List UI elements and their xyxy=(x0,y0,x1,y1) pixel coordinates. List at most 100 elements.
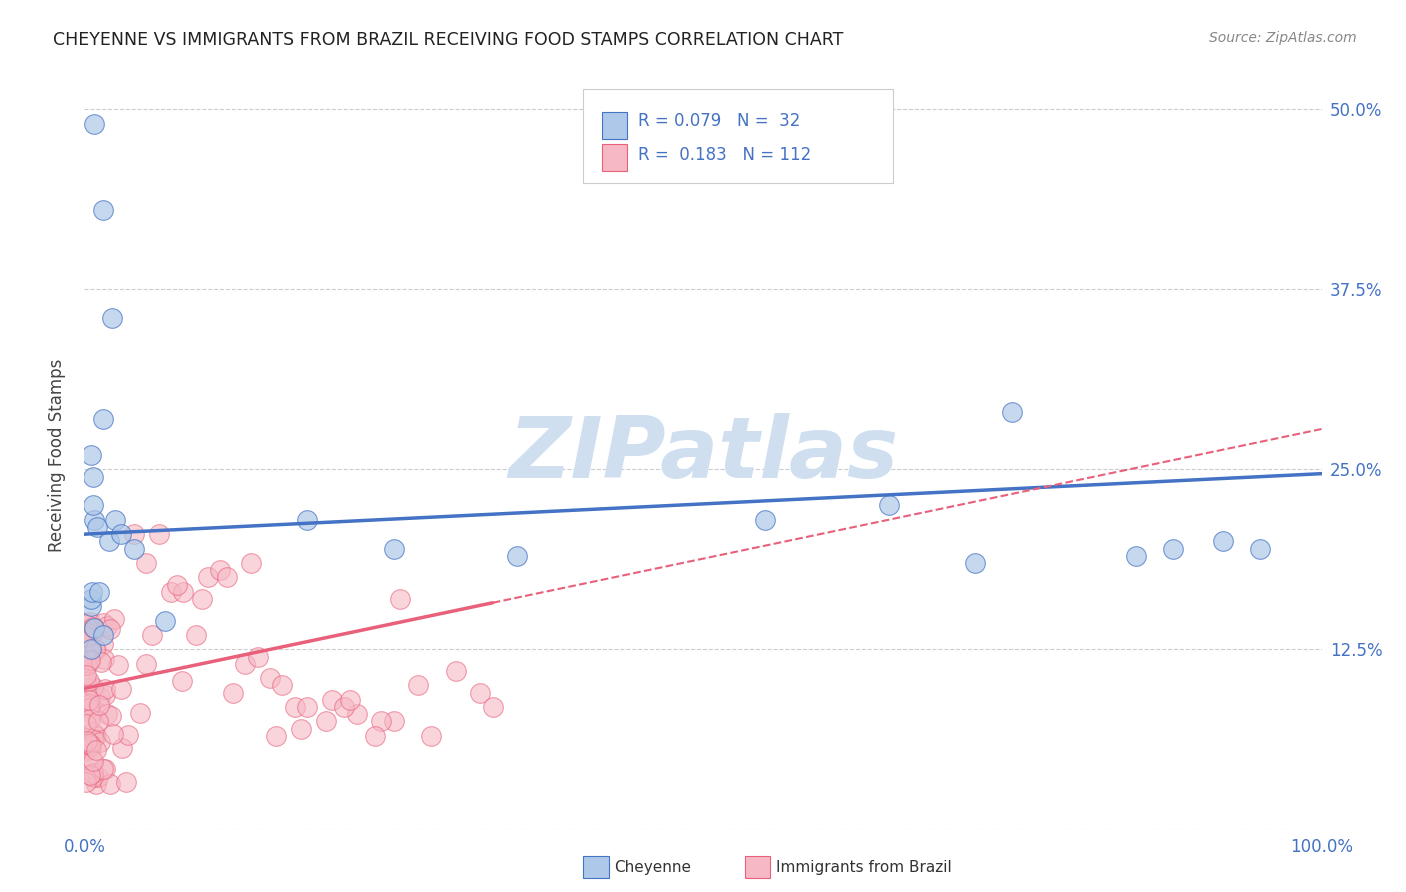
Point xyxy=(82,469,104,483)
Point xyxy=(75,717,97,731)
Point xyxy=(135,657,157,671)
Text: Immigrants from Brazil: Immigrants from Brazil xyxy=(776,860,952,874)
Point xyxy=(80,646,103,660)
Text: Source: ZipAtlas.com: Source: ZipAtlas.com xyxy=(1209,31,1357,45)
Point xyxy=(77,696,100,710)
Point xyxy=(79,734,101,748)
Point xyxy=(184,628,207,642)
Point xyxy=(339,693,361,707)
Point xyxy=(321,693,343,707)
Point xyxy=(79,448,101,462)
Point xyxy=(315,714,337,729)
Point xyxy=(191,592,214,607)
Point xyxy=(76,630,98,644)
Point xyxy=(98,777,121,791)
Point xyxy=(83,642,105,657)
Point xyxy=(79,615,101,630)
Y-axis label: Receiving Food Stamps: Receiving Food Stamps xyxy=(48,359,66,551)
Point xyxy=(470,686,492,700)
Point xyxy=(115,774,138,789)
Point xyxy=(82,624,104,639)
Point xyxy=(94,682,117,697)
Point xyxy=(172,584,194,599)
Point xyxy=(83,621,105,635)
Point xyxy=(84,743,107,757)
Point xyxy=(222,686,245,700)
Point xyxy=(76,650,98,665)
Point xyxy=(82,680,104,694)
Point xyxy=(172,673,194,688)
Point xyxy=(84,777,107,791)
Point xyxy=(76,731,98,746)
Point xyxy=(77,693,100,707)
Point xyxy=(89,698,111,712)
Point xyxy=(76,742,98,756)
Point xyxy=(82,765,104,780)
Point xyxy=(481,700,503,714)
Point xyxy=(135,556,157,570)
Point xyxy=(1249,541,1271,556)
Point xyxy=(209,563,232,577)
Point xyxy=(79,592,101,607)
Point xyxy=(160,584,183,599)
Point xyxy=(419,729,441,743)
Point xyxy=(240,556,263,570)
Point xyxy=(86,770,108,784)
Point xyxy=(94,689,117,703)
Point xyxy=(75,736,97,750)
Point xyxy=(388,592,411,607)
Point xyxy=(271,678,294,692)
Point xyxy=(408,678,430,692)
Point xyxy=(82,725,104,739)
Point xyxy=(79,712,101,726)
Point xyxy=(110,681,132,696)
Point xyxy=(153,614,176,628)
Point xyxy=(75,625,97,640)
Point xyxy=(103,611,125,625)
Point xyxy=(76,734,98,748)
Point xyxy=(91,412,114,426)
Point xyxy=(122,527,145,541)
Point xyxy=(82,770,104,784)
Point xyxy=(117,728,139,742)
Point xyxy=(93,652,115,666)
Point xyxy=(1161,541,1184,556)
Point xyxy=(77,731,100,745)
Point xyxy=(79,697,101,711)
Point xyxy=(370,714,392,729)
Point xyxy=(295,700,318,714)
Point xyxy=(77,655,100,669)
Text: CHEYENNE VS IMMIGRANTS FROM BRAZIL RECEIVING FOOD STAMPS CORRELATION CHART: CHEYENNE VS IMMIGRANTS FROM BRAZIL RECEI… xyxy=(53,31,844,49)
Point xyxy=(96,706,118,721)
Point xyxy=(80,739,103,753)
Point xyxy=(1212,534,1234,549)
Point xyxy=(83,116,105,130)
Point xyxy=(1001,405,1024,419)
Point xyxy=(100,311,122,326)
Point xyxy=(86,520,108,534)
Point xyxy=(100,709,122,723)
Point xyxy=(284,700,307,714)
Point xyxy=(754,513,776,527)
Point xyxy=(75,675,97,690)
Point xyxy=(80,751,103,765)
Point xyxy=(76,657,98,672)
Point xyxy=(79,599,101,614)
Point xyxy=(382,714,405,729)
Point xyxy=(79,652,101,666)
Point xyxy=(75,744,97,758)
Point xyxy=(215,570,238,584)
Point xyxy=(877,499,900,513)
Point xyxy=(91,616,114,631)
Point xyxy=(346,707,368,722)
Point xyxy=(264,729,287,743)
Point xyxy=(233,657,256,671)
Point xyxy=(91,636,114,650)
Point xyxy=(82,754,104,768)
Point xyxy=(80,584,103,599)
Point xyxy=(166,577,188,591)
Point xyxy=(506,549,529,563)
Point xyxy=(91,202,114,217)
Point xyxy=(77,701,100,715)
Point xyxy=(84,730,107,744)
